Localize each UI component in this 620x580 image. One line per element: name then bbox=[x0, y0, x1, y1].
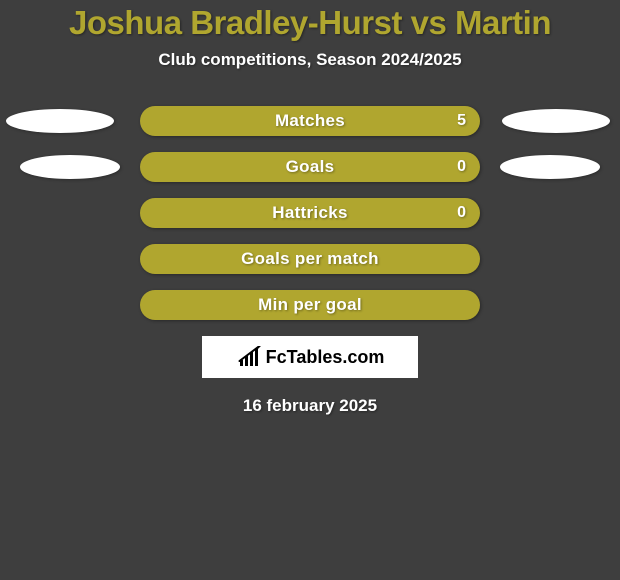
side-ellipse-right bbox=[502, 109, 610, 133]
stat-label: Min per goal bbox=[258, 295, 362, 315]
fctables-logo: FcTables.com bbox=[236, 346, 385, 368]
stat-label: Matches bbox=[275, 111, 345, 131]
stat-label: Hattricks bbox=[272, 203, 347, 223]
stat-row: Goals 0 bbox=[0, 152, 620, 182]
page-title: Joshua Bradley-Hurst vs Martin bbox=[0, 0, 620, 42]
fctables-logo-text: FcTables.com bbox=[266, 347, 385, 368]
stat-bar: Goals 0 bbox=[140, 152, 480, 182]
stat-row: Goals per match bbox=[0, 244, 620, 274]
bar-chart-icon bbox=[236, 346, 264, 368]
stat-row: Matches 5 bbox=[0, 106, 620, 136]
stat-bar: Hattricks 0 bbox=[140, 198, 480, 228]
side-ellipse-right bbox=[500, 155, 600, 179]
date-line: 16 february 2025 bbox=[0, 396, 620, 416]
stat-bar: Goals per match bbox=[140, 244, 480, 274]
stat-row: Hattricks 0 bbox=[0, 198, 620, 228]
stat-bar: Min per goal bbox=[140, 290, 480, 320]
stat-label: Goals per match bbox=[241, 249, 379, 269]
logo-text-prefix: Fc bbox=[266, 347, 287, 367]
fctables-logo-box: FcTables.com bbox=[202, 336, 418, 378]
stats-container: Matches 5 Goals 0 Hattricks 0 Goals per match M… bbox=[0, 106, 620, 320]
stat-value: 0 bbox=[457, 158, 466, 176]
stat-value: 0 bbox=[457, 204, 466, 222]
subtitle: Club competitions, Season 2024/2025 bbox=[0, 50, 620, 70]
stat-row: Min per goal bbox=[0, 290, 620, 320]
stat-value: 5 bbox=[457, 112, 466, 130]
logo-text-rest: Tables.com bbox=[287, 347, 385, 367]
stat-label: Goals bbox=[286, 157, 335, 177]
side-ellipse-left bbox=[6, 109, 114, 133]
stat-bar: Matches 5 bbox=[140, 106, 480, 136]
side-ellipse-left bbox=[20, 155, 120, 179]
